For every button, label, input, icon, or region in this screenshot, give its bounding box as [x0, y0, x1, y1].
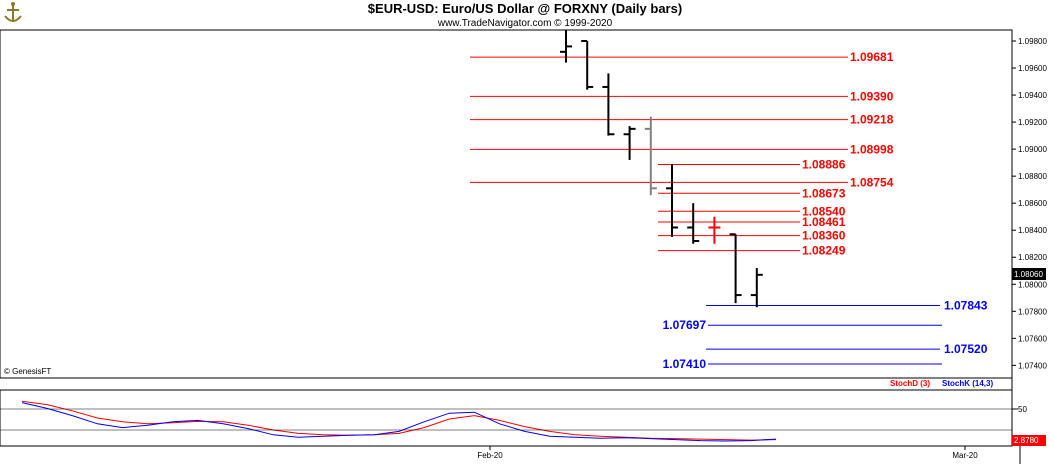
level-label-1.08360: 1.08360 — [802, 229, 846, 243]
y-tick-label-11: 1.07600 — [1018, 334, 1047, 343]
x-label-feb: Feb-20 — [477, 451, 503, 460]
level-label-1.07697: 1.07697 — [663, 318, 707, 332]
stoch-series-0 — [21, 400, 777, 441]
legend-stochd: StochD (3) — [890, 379, 930, 388]
ohlc-bar-3 — [623, 126, 636, 160]
price-y-axis: 1.09800 1.09600 1.09400 1.09200 1.09000 1.088… — [1012, 37, 1047, 370]
stoch-panel-frame — [0, 389, 1013, 447]
level-label-1.08998: 1.08998 — [850, 142, 894, 156]
ohlc-bar-0 — [560, 30, 572, 63]
stoch-last-tag — [1012, 435, 1046, 446]
y-tick-label-7: 1.08400 — [1018, 226, 1047, 235]
y-tick-label-1: 1.09600 — [1018, 64, 1047, 73]
levels-layer: 1.09681 1.09390 1.09218 1.08998 1.08886 1.087… — [470, 50, 988, 371]
copyright-text: www.TradeNavigator.com © 1999-2020 — [437, 18, 613, 29]
stoch-last-label: 2.8780 — [1014, 436, 1039, 445]
level-label-1.09218: 1.09218 — [850, 113, 894, 127]
ohlc-bar-5 — [666, 163, 678, 237]
legend-stochk: StochK (14,3) — [942, 379, 993, 388]
last-price-tag — [1012, 268, 1046, 280]
level-label-1.09681: 1.09681 — [850, 50, 894, 64]
bars-layer — [560, 30, 763, 308]
y-tick-label-4: 1.09000 — [1018, 145, 1047, 154]
level-label-1.08886: 1.08886 — [802, 158, 846, 172]
ohlc-bar-9 — [750, 268, 763, 308]
ohlc-bar-6 — [687, 203, 700, 244]
stoch-tick-label-50: 50 — [1018, 405, 1027, 414]
ohlc-bar-2 — [602, 73, 615, 136]
last-price-label: 1.08060 — [1014, 270, 1043, 279]
x-label-mar: Mar-20 — [952, 451, 978, 460]
level-label-1.07520: 1.07520 — [944, 342, 988, 356]
y-tick-label-5: 1.08800 — [1018, 172, 1047, 181]
y-tick-label-8: 1.08200 — [1018, 253, 1047, 262]
y-tick-label-10: 1.07800 — [1018, 307, 1047, 316]
level-label-1.08673: 1.08673 — [802, 186, 846, 200]
level-label-1.08540: 1.08540 — [802, 204, 846, 218]
y-tick-label-6: 1.08600 — [1018, 199, 1047, 208]
level-label-1.08249: 1.08249 — [802, 244, 846, 258]
ohlc-bar-8 — [729, 233, 742, 304]
y-tick-label-12: 1.07400 — [1018, 361, 1047, 370]
watermark-text: © GenesisFT — [4, 367, 51, 376]
ohlc-bar-7 — [708, 216, 721, 244]
y-tick-label-9: 1.08000 — [1018, 280, 1047, 289]
price-panel-frame — [0, 29, 1013, 379]
y-tick-label-2: 1.09400 — [1018, 91, 1047, 100]
chart-title: $EUR-USD: Euro/US Dollar @ FORXNY (Daily… — [368, 1, 682, 16]
stoch-layer — [0, 400, 1012, 442]
y-tick-label-3: 1.09200 — [1018, 118, 1047, 127]
level-label-1.07843: 1.07843 — [944, 298, 988, 312]
level-label-1.08754: 1.08754 — [850, 175, 894, 189]
ohlc-bar-1 — [581, 40, 594, 90]
level-label-1.09390: 1.09390 — [850, 89, 894, 103]
stoch-series-1 — [21, 402, 777, 442]
y-tick-label-0: 1.09800 — [1018, 37, 1047, 46]
level-label-1.07410: 1.07410 — [663, 357, 707, 371]
level-label-1.08461: 1.08461 — [802, 215, 846, 229]
ohlc-bar-4 — [644, 116, 657, 196]
anchor-logo-icon — [4, 2, 22, 22]
